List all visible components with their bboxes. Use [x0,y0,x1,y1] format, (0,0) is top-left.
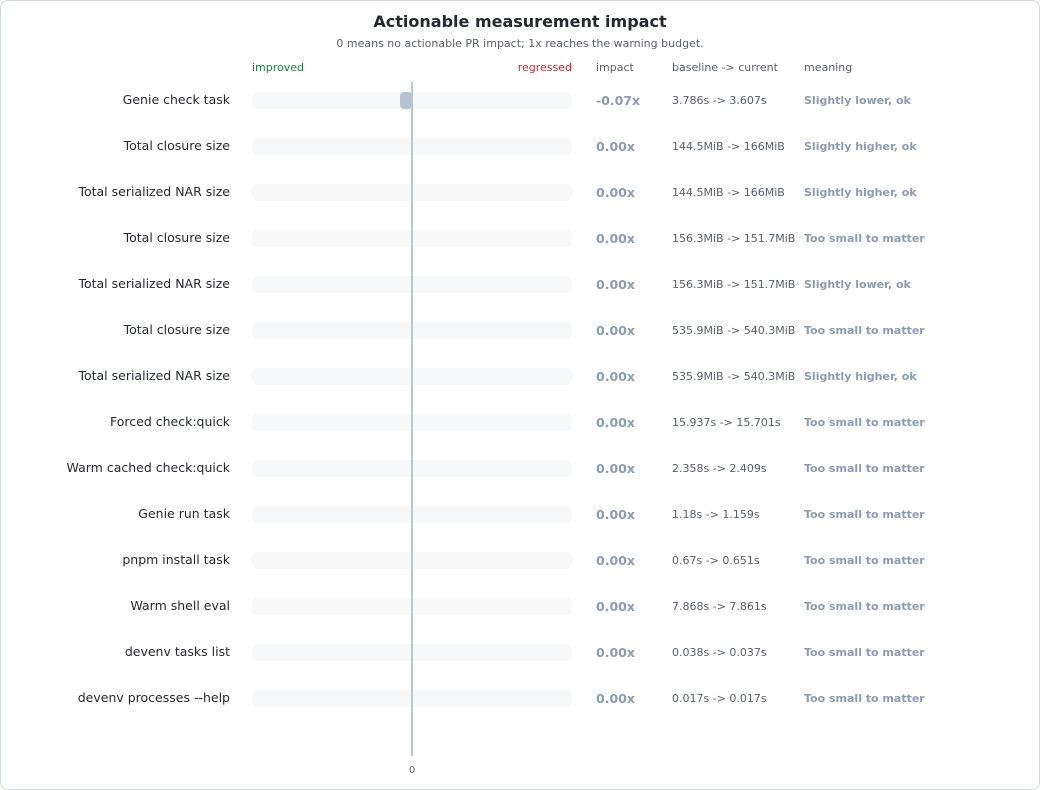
column-header-impact: impact [596,61,634,74]
baseline-current: 144.5MiB -> 166MiB [672,140,785,153]
zero-axis-line [411,82,413,756]
baseline-current: 535.9MiB -> 540.3MiB [672,370,796,383]
chart-row: Total serialized NAR size 0.00x 156.3MiB -… [0,275,1040,295]
impact-value: 0.00x [596,139,635,154]
impact-value: 0.00x [596,553,635,568]
impact-value: -0.07x [596,93,641,108]
baseline-current: 15.937s -> 15.701s [672,416,781,429]
category-label: pnpm install task [122,552,230,567]
meaning-text: Too small to matter [804,416,925,429]
axis-regressed-label: regressed [517,61,572,74]
chart-title: Actionable measurement impact [373,12,667,31]
category-label: Warm cached check:quick [66,460,230,475]
chart-row: Genie check task -0.07x 3.786s -> 3.607s Sl… [0,91,1040,111]
baseline-current: 1.18s -> 1.159s [672,508,760,521]
meaning-text: Too small to matter [804,324,925,337]
impact-value: 0.00x [596,691,635,706]
meaning-text: Slightly lower, ok [804,278,911,291]
category-label: Forced check:quick [110,414,230,429]
baseline-current: 0.67s -> 0.651s [672,554,760,567]
meaning-text: Slightly higher, ok [804,186,917,199]
category-label: Total serialized NAR size [78,276,230,291]
category-label: Total serialized NAR size [78,184,230,199]
category-label: devenv processes --help [77,690,230,705]
impact-value: 0.00x [596,185,635,200]
baseline-current: 7.868s -> 7.861s [672,600,767,613]
impact-value: 0.00x [596,277,635,292]
category-label: devenv tasks list [124,644,230,659]
chart-row: Total serialized NAR size 0.00x 144.5MiB -… [0,183,1040,203]
chart-row: Genie run task 0.00x 1.18s -> 1.159s Too sm… [0,505,1040,525]
impact-value: 0.00x [596,599,635,614]
meaning-text: Slightly lower, ok [804,94,911,107]
chart-row: Forced check:quick 0.00x 15.937s -> 15.701… [0,413,1040,433]
chart-subtitle: 0 means no actionable PR impact; 1x reac… [336,37,704,50]
meaning-text: Too small to matter [804,646,925,659]
impact-value: 0.00x [596,323,635,338]
category-label: Warm shell eval [130,598,230,613]
impact-value: 0.00x [596,415,635,430]
meaning-text: Slightly higher, ok [804,370,917,383]
meaning-text: Too small to matter [804,600,925,613]
category-label: Total closure size [123,230,230,245]
category-label: Total serialized NAR size [78,368,230,383]
category-label: Total closure size [123,138,230,153]
chart-row: Warm shell eval 0.00x 7.868s -> 7.861s Too … [0,597,1040,617]
impact-value: 0.00x [596,369,635,384]
axis-improved-label: improved [252,61,305,74]
meaning-text: Slightly higher, ok [804,140,917,153]
meaning-text: Too small to matter [804,462,925,475]
impact-value: 0.00x [596,231,635,246]
baseline-current: 3.786s -> 3.607s [672,94,767,107]
impact-value: 0.00x [596,507,635,522]
impact-bar [400,92,412,109]
chart-row: Warm cached check:quick 0.00x 2.358s -> 2.… [0,459,1040,479]
column-header-baseline: baseline -> current [672,61,778,74]
chart-row: Total closure size 0.00x 156.3MiB -> 151.7… [0,229,1040,249]
meaning-text: Too small to matter [804,692,925,705]
chart-row: Total closure size 0.00x 144.5MiB -> 166Mi… [0,137,1040,157]
baseline-current: 2.358s -> 2.409s [672,462,767,475]
meaning-text: Too small to matter [804,508,925,521]
category-label: Genie check task [122,92,230,107]
chart-row: pnpm install task 0.00x 0.67s -> 0.651s Too… [0,551,1040,571]
zero-tick-label: 0 [408,765,416,776]
baseline-current: 144.5MiB -> 166MiB [672,186,785,199]
category-label: Genie run task [138,506,230,521]
baseline-current: 0.017s -> 0.017s [672,692,767,705]
meaning-text: Too small to matter [804,554,925,567]
column-header-meaning: meaning [804,61,853,74]
chart-row: Total serialized NAR size 0.00x 535.9MiB -… [0,367,1040,387]
impact-value: 0.00x [596,645,635,660]
baseline-current: 156.3MiB -> 151.7MiB [672,278,796,291]
baseline-current: 535.9MiB -> 540.3MiB [672,324,796,337]
category-label: Total closure size [123,322,230,337]
baseline-current: 156.3MiB -> 151.7MiB [672,232,796,245]
chart-row: Total closure size 0.00x 535.9MiB -> 540.3… [0,321,1040,341]
meaning-text: Too small to matter [804,232,925,245]
baseline-current: 0.038s -> 0.037s [672,646,767,659]
impact-value: 0.00x [596,461,635,476]
chart-row: devenv processes --help 0.00x 0.017s -> 0.… [0,689,1040,709]
chart-row: devenv tasks list 0.00x 0.038s -> 0.037s To… [0,643,1040,663]
